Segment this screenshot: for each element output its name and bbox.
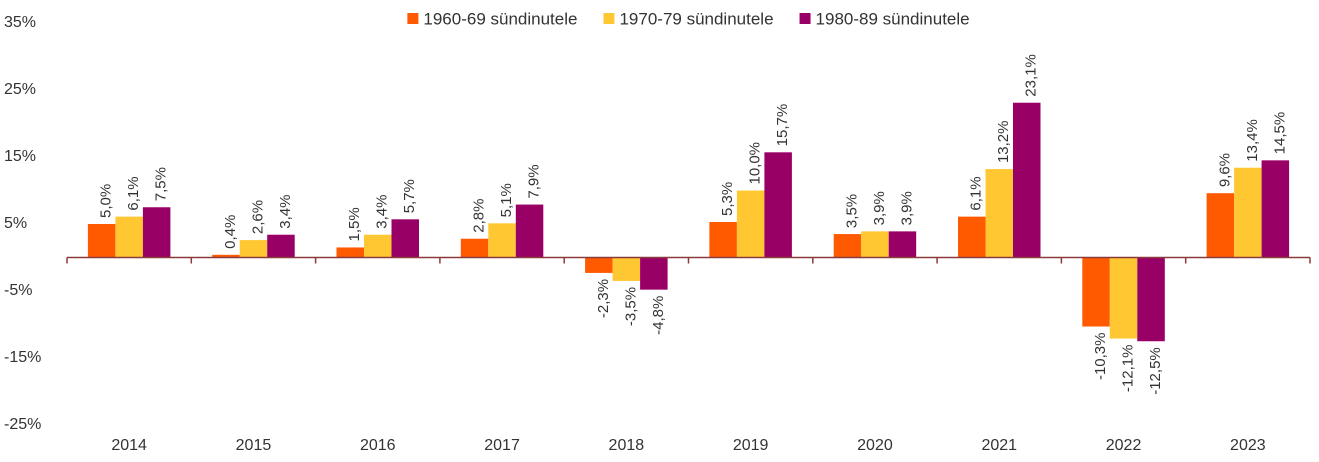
x-tick-label: 2020 xyxy=(857,437,893,454)
bar xyxy=(861,231,889,258)
value-label: -3,5% xyxy=(622,287,639,326)
x-tick-label: 2016 xyxy=(360,437,396,454)
bar xyxy=(1206,193,1235,258)
value-label: -4,8% xyxy=(650,296,667,335)
value-label: 1,5% xyxy=(346,207,363,241)
x-tick-label: 2021 xyxy=(981,437,1017,454)
value-label: 3,4% xyxy=(374,195,391,229)
x-tick-label: 2018 xyxy=(609,437,645,454)
value-label: 13,2% xyxy=(995,121,1012,164)
bar xyxy=(364,234,392,258)
y-tick-label: 35% xyxy=(4,14,36,31)
value-label: -2,3% xyxy=(595,279,612,318)
value-label: 3,9% xyxy=(871,191,888,225)
value-label: 3,4% xyxy=(277,195,294,229)
bar xyxy=(1013,102,1041,258)
bar xyxy=(488,223,516,258)
legend-swatch xyxy=(603,13,615,24)
bar xyxy=(212,254,240,258)
value-label: 3,5% xyxy=(843,194,860,228)
value-label: 5,0% xyxy=(98,184,115,218)
value-label: 23,1% xyxy=(1023,54,1040,97)
value-label: 5,1% xyxy=(498,183,515,217)
legend-label: 1980-89 sündinutele xyxy=(816,9,970,28)
bar xyxy=(267,234,295,258)
bar xyxy=(736,190,765,258)
value-label: 2,8% xyxy=(471,199,488,233)
x-tick-label: 2017 xyxy=(484,437,520,454)
y-tick-label: 15% xyxy=(4,148,36,165)
bar xyxy=(1109,257,1138,339)
bar xyxy=(391,219,419,258)
value-label: 3,9% xyxy=(898,191,915,225)
value-label: 9,6% xyxy=(1216,153,1233,187)
bar xyxy=(1261,160,1290,258)
x-tick-label: 2022 xyxy=(1106,437,1142,454)
bar xyxy=(460,238,489,258)
value-label: -12,5% xyxy=(1147,347,1164,395)
value-label: 6,1% xyxy=(125,176,142,210)
value-label: 14,5% xyxy=(1271,112,1288,155)
x-tick-label: 2015 xyxy=(236,437,272,454)
x-tick-label: 2023 xyxy=(1230,437,1266,454)
bar xyxy=(1082,257,1110,327)
bar xyxy=(833,234,862,258)
bar xyxy=(115,216,143,258)
legend-swatch xyxy=(799,13,811,24)
y-tick-label: -15% xyxy=(4,349,41,366)
bar xyxy=(1137,257,1165,342)
bar xyxy=(336,247,364,258)
value-label: 7,9% xyxy=(526,164,543,198)
legend-label: 1960-69 sündinutele xyxy=(423,9,577,28)
value-label: 0,4% xyxy=(222,215,239,249)
bar xyxy=(709,221,737,258)
bar xyxy=(239,240,268,258)
bar xyxy=(612,257,641,281)
value-label: 15,7% xyxy=(774,104,791,147)
y-tick-label: -5% xyxy=(4,282,32,299)
bar xyxy=(515,204,544,258)
y-tick-label: 5% xyxy=(4,215,27,232)
x-tick-label: 2019 xyxy=(733,437,769,454)
bar xyxy=(985,169,1013,258)
y-tick-label: 25% xyxy=(4,81,36,98)
value-label: -10,3% xyxy=(1092,333,1109,381)
legend-label: 1970-79 sündinutele xyxy=(619,9,773,28)
bar xyxy=(142,207,171,258)
bar xyxy=(1234,167,1262,258)
bar xyxy=(87,224,116,258)
value-label: 5,3% xyxy=(719,182,736,216)
bar xyxy=(958,216,986,258)
legend: 1960-69 sündinutele 1970-79 sündinutele 19… xyxy=(407,9,970,28)
bar xyxy=(585,257,613,273)
value-label: 10,0% xyxy=(747,142,764,185)
value-label: 7,5% xyxy=(153,167,170,201)
value-label: 13,4% xyxy=(1244,119,1261,162)
value-label: 5,7% xyxy=(401,179,418,213)
value-label: -12,1% xyxy=(1120,345,1137,393)
bar xyxy=(764,152,792,258)
bar xyxy=(888,231,917,258)
legend-swatch xyxy=(407,13,419,24)
x-tick-label: 2014 xyxy=(111,437,147,454)
value-label: 6,1% xyxy=(968,176,985,210)
y-tick-label: -25% xyxy=(4,416,41,433)
bar xyxy=(640,257,668,290)
value-label: 2,6% xyxy=(249,200,266,234)
